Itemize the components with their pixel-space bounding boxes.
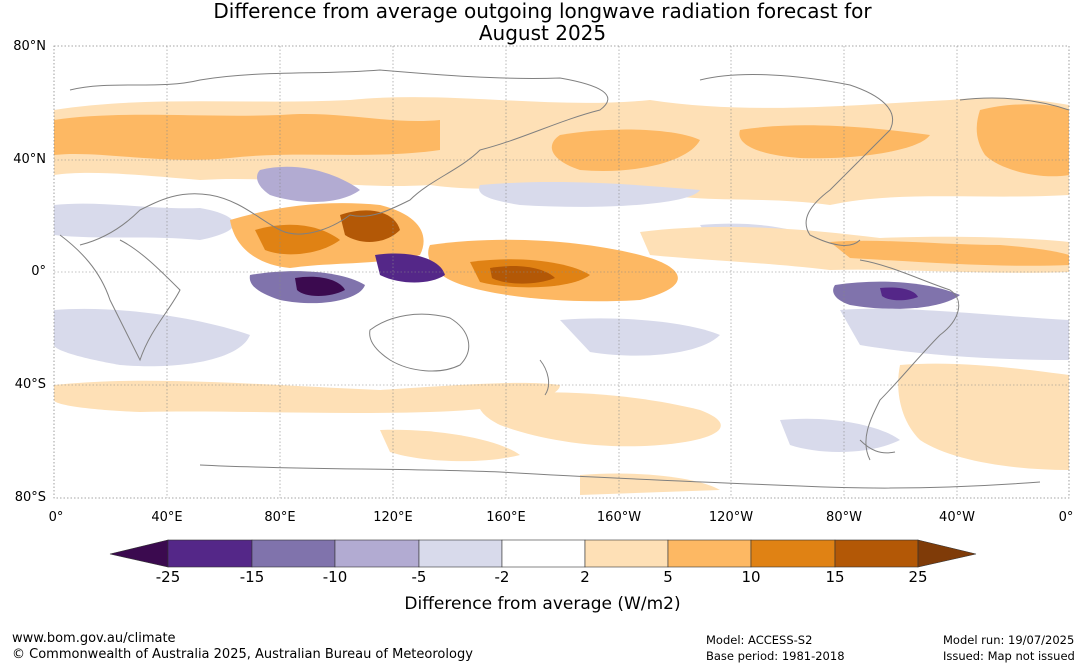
lon-label: 120°W [708,510,754,525]
anomaly-region [478,392,721,447]
colorbar-tick: 10 [741,568,761,586]
anomaly-region [54,380,560,413]
colorbar-tick: 2 [580,568,590,586]
lat-label: 80°N [13,39,46,54]
colorbar-label: Difference from average (W/m2) [404,594,681,614]
colorbar-extend-high [917,539,977,568]
colorbar-segment [167,539,253,568]
colorbar-segment [750,539,836,568]
footer-issued: Issued: Map not issued [943,649,1075,663]
anomaly-region [880,287,918,301]
colorbar-tick: -5 [411,568,427,586]
colorbar-segment [334,539,420,568]
lon-label: 160°W [596,510,642,525]
lon-label: 160°E [486,510,526,525]
anomaly-region [840,308,1069,360]
anomaly-region [898,363,1069,470]
anomaly-region [479,182,700,207]
colorbar-segment [667,539,752,568]
colorbar-tick: -2 [494,568,510,586]
lat-label: 0° [31,264,46,279]
colorbar-segment [501,539,586,568]
anomaly-region [780,418,900,452]
map-frame [53,45,1070,499]
lon-label: 0° [48,510,64,525]
anomaly-region [739,125,930,159]
anomaly-region [54,113,440,160]
footer-base-period: Base period: 1981-2018 [706,649,845,663]
lon-label: 0° [1058,510,1074,525]
anomaly-region [257,166,360,202]
lon-label: 40°E [151,510,183,525]
map-title: Difference from average outgoing longwav… [0,0,1085,44]
anomaly-region [340,210,400,242]
colorbar-tick: -15 [239,568,265,586]
colorbar-tick: 5 [663,568,673,586]
colorbar-tick: 15 [825,568,845,586]
anomaly-region [380,429,520,462]
lon-label: 120°E [373,510,413,525]
footer-copyright: © Commonwealth of Australia 2025, Austra… [12,647,473,662]
lat-label: 40°N [13,152,46,167]
footer-url: www.bom.gov.au/climate [12,631,176,646]
colorbar-segment [834,539,919,568]
anomaly-region [560,318,720,356]
lat-label: 40°S [14,377,46,392]
lon-label: 40°W [939,510,975,525]
colorbar-tick: -25 [155,568,181,586]
anomaly-region [580,473,720,495]
colorbar-segment [418,539,503,568]
anomaly-region [830,240,1069,266]
title-line-1: Difference from average outgoing longwav… [213,0,872,23]
anomaly-region [375,253,445,283]
colorbar-tick: -10 [322,568,348,586]
footer-model: Model: ACCESS-S2 [706,633,813,647]
graticule [54,46,1069,498]
colorbar-extend-low [109,539,169,568]
lat-label: 80°S [14,490,46,505]
anomaly-region [54,203,234,240]
anomaly-region [255,224,340,255]
colorbar-tick: 25 [908,568,928,586]
anomaly-region [54,308,250,367]
anomaly-fields [54,46,1069,498]
anomaly-region [976,104,1069,177]
colorbar-segment [584,539,669,568]
footer-model-run: Model run: 19/07/2025 [943,633,1075,647]
lon-label: 80°E [264,510,296,525]
lon-label: 80°W [826,510,862,525]
anomaly-region [295,276,345,296]
coastlines [59,69,1069,489]
colorbar-segment [251,539,336,568]
anomaly-region [551,129,700,171]
title-line-2: August 2025 [478,21,607,45]
